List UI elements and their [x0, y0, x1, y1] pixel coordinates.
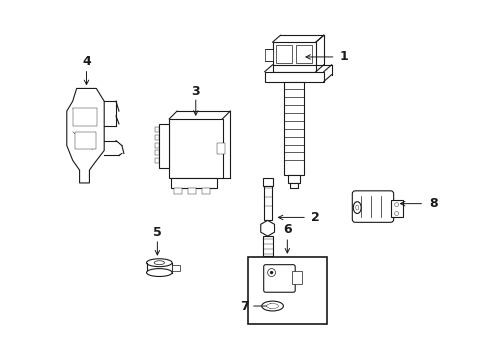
Bar: [247, 257, 326, 324]
Ellipse shape: [355, 205, 358, 210]
Text: 6: 6: [283, 223, 291, 236]
Bar: [217, 143, 225, 154]
Bar: [171, 178, 217, 188]
Bar: [73, 108, 97, 126]
Bar: [262, 178, 272, 186]
Text: 2: 2: [310, 211, 319, 224]
Circle shape: [267, 269, 275, 276]
Bar: [390, 200, 402, 217]
Text: 5: 5: [153, 226, 162, 239]
Bar: [290, 183, 298, 188]
Bar: [75, 132, 96, 149]
Bar: [263, 186, 271, 220]
Bar: [260, 260, 262, 266]
FancyBboxPatch shape: [351, 191, 393, 222]
Bar: [288, 175, 300, 183]
Ellipse shape: [146, 269, 172, 276]
Text: 3: 3: [191, 85, 200, 98]
Bar: [172, 265, 180, 271]
Ellipse shape: [266, 303, 278, 309]
Bar: [296, 45, 311, 63]
FancyBboxPatch shape: [263, 265, 295, 292]
Bar: [264, 72, 323, 82]
Bar: [155, 158, 159, 163]
Circle shape: [394, 212, 398, 215]
Bar: [276, 45, 292, 63]
Bar: [159, 124, 169, 168]
Polygon shape: [67, 89, 104, 183]
Bar: [262, 236, 272, 256]
Text: 7: 7: [240, 300, 249, 312]
Ellipse shape: [154, 261, 164, 265]
Bar: [284, 82, 304, 175]
Bar: [174, 188, 182, 194]
Ellipse shape: [146, 259, 172, 267]
Ellipse shape: [261, 301, 283, 311]
Bar: [155, 127, 159, 132]
Bar: [201, 188, 209, 194]
Bar: [292, 271, 302, 284]
Polygon shape: [260, 220, 274, 236]
Text: 8: 8: [428, 197, 437, 210]
Bar: [155, 135, 159, 140]
Bar: [264, 49, 272, 61]
Text: 1: 1: [339, 50, 347, 63]
Text: 4: 4: [82, 55, 91, 68]
Bar: [169, 119, 223, 178]
Bar: [155, 150, 159, 156]
Bar: [187, 188, 195, 194]
Ellipse shape: [352, 202, 361, 213]
Circle shape: [269, 271, 272, 274]
Bar: [155, 143, 159, 148]
Bar: [272, 42, 315, 72]
Circle shape: [394, 203, 398, 207]
